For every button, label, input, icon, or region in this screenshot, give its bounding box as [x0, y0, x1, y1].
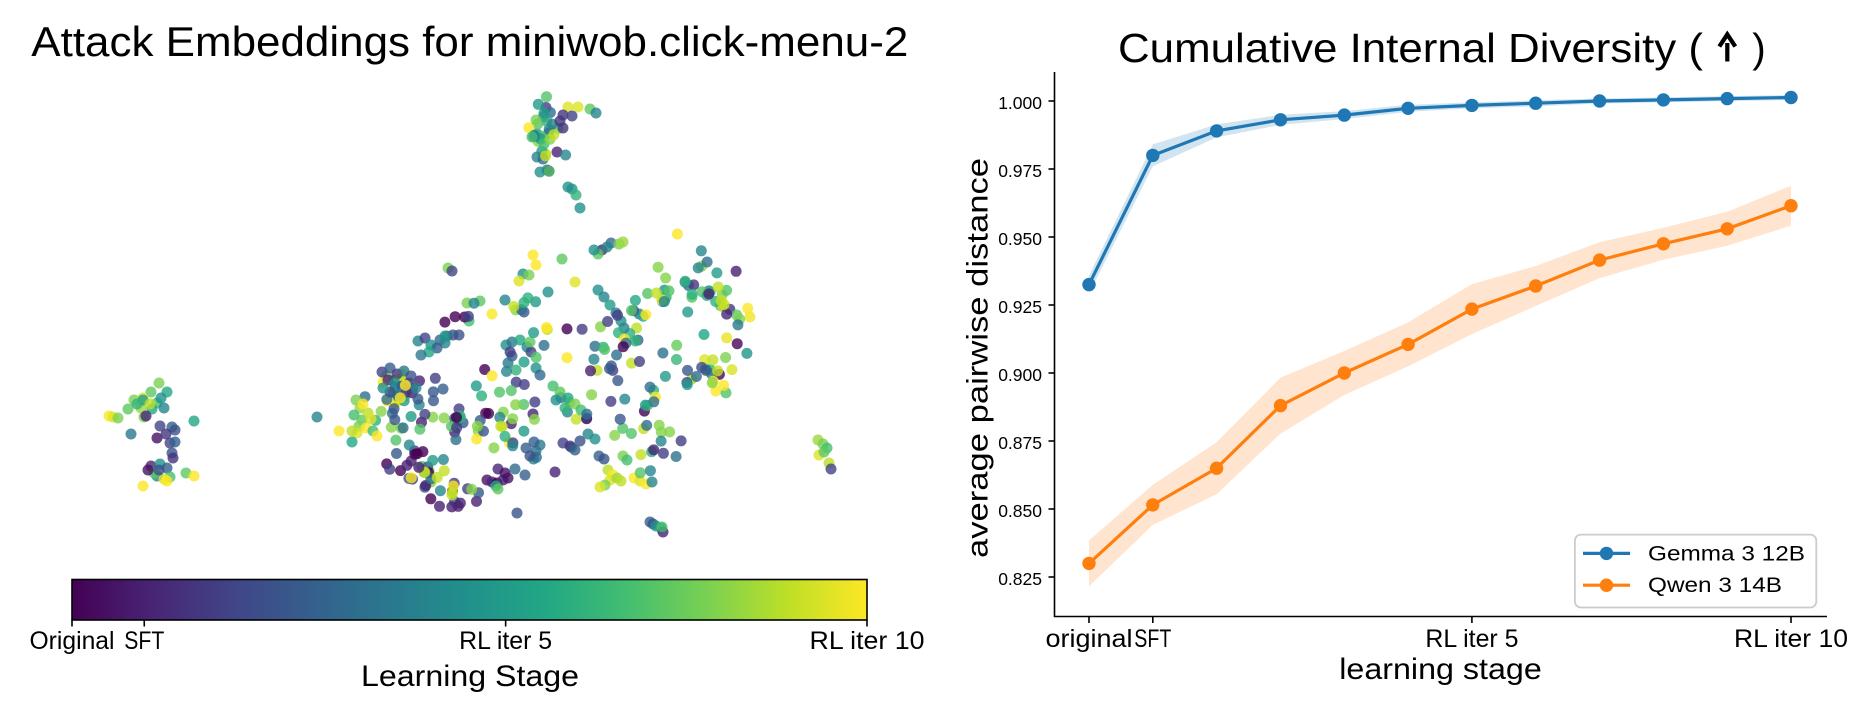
svg-text:Cumulative Internal Diversity: Cumulative Internal Diversity ( — [1118, 25, 1704, 71]
svg-text:learning stage: learning stage — [1339, 653, 1542, 686]
svg-text:RL iter 10: RL iter 10 — [1734, 626, 1848, 653]
svg-text:SFT: SFT — [1134, 626, 1171, 653]
svg-text:original: original — [1046, 626, 1133, 653]
svg-text:0.875: 0.875 — [998, 433, 1042, 453]
svg-text:): ) — [1752, 25, 1766, 71]
svg-text:0.975: 0.975 — [998, 161, 1042, 181]
svg-text:RL iter 5: RL iter 5 — [1425, 626, 1518, 653]
svg-text:Gemma 3 12B: Gemma 3 12B — [1648, 541, 1805, 565]
svg-text:Qwen 3 14B: Qwen 3 14B — [1648, 573, 1782, 597]
svg-text:0.925: 0.925 — [998, 297, 1042, 317]
svg-text:RL iter 5: RL iter 5 — [459, 628, 552, 655]
svg-text:0.850: 0.850 — [998, 501, 1042, 521]
svg-text:0.900: 0.900 — [998, 365, 1042, 385]
svg-text:Learning Stage: Learning Stage — [361, 660, 579, 693]
svg-text:0.950: 0.950 — [998, 229, 1042, 249]
svg-text:Original: Original — [30, 628, 115, 655]
svg-text:0.825: 0.825 — [998, 569, 1042, 589]
svg-text:average pairwise distance: average pairwise distance — [962, 158, 995, 558]
svg-text:1.000: 1.000 — [998, 93, 1042, 113]
svg-text:RL iter 10: RL iter 10 — [810, 628, 925, 655]
svg-text:SFT: SFT — [124, 628, 164, 655]
svg-text:Attack Embeddings for miniwob.: Attack Embeddings for miniwob.click-menu… — [31, 18, 908, 65]
